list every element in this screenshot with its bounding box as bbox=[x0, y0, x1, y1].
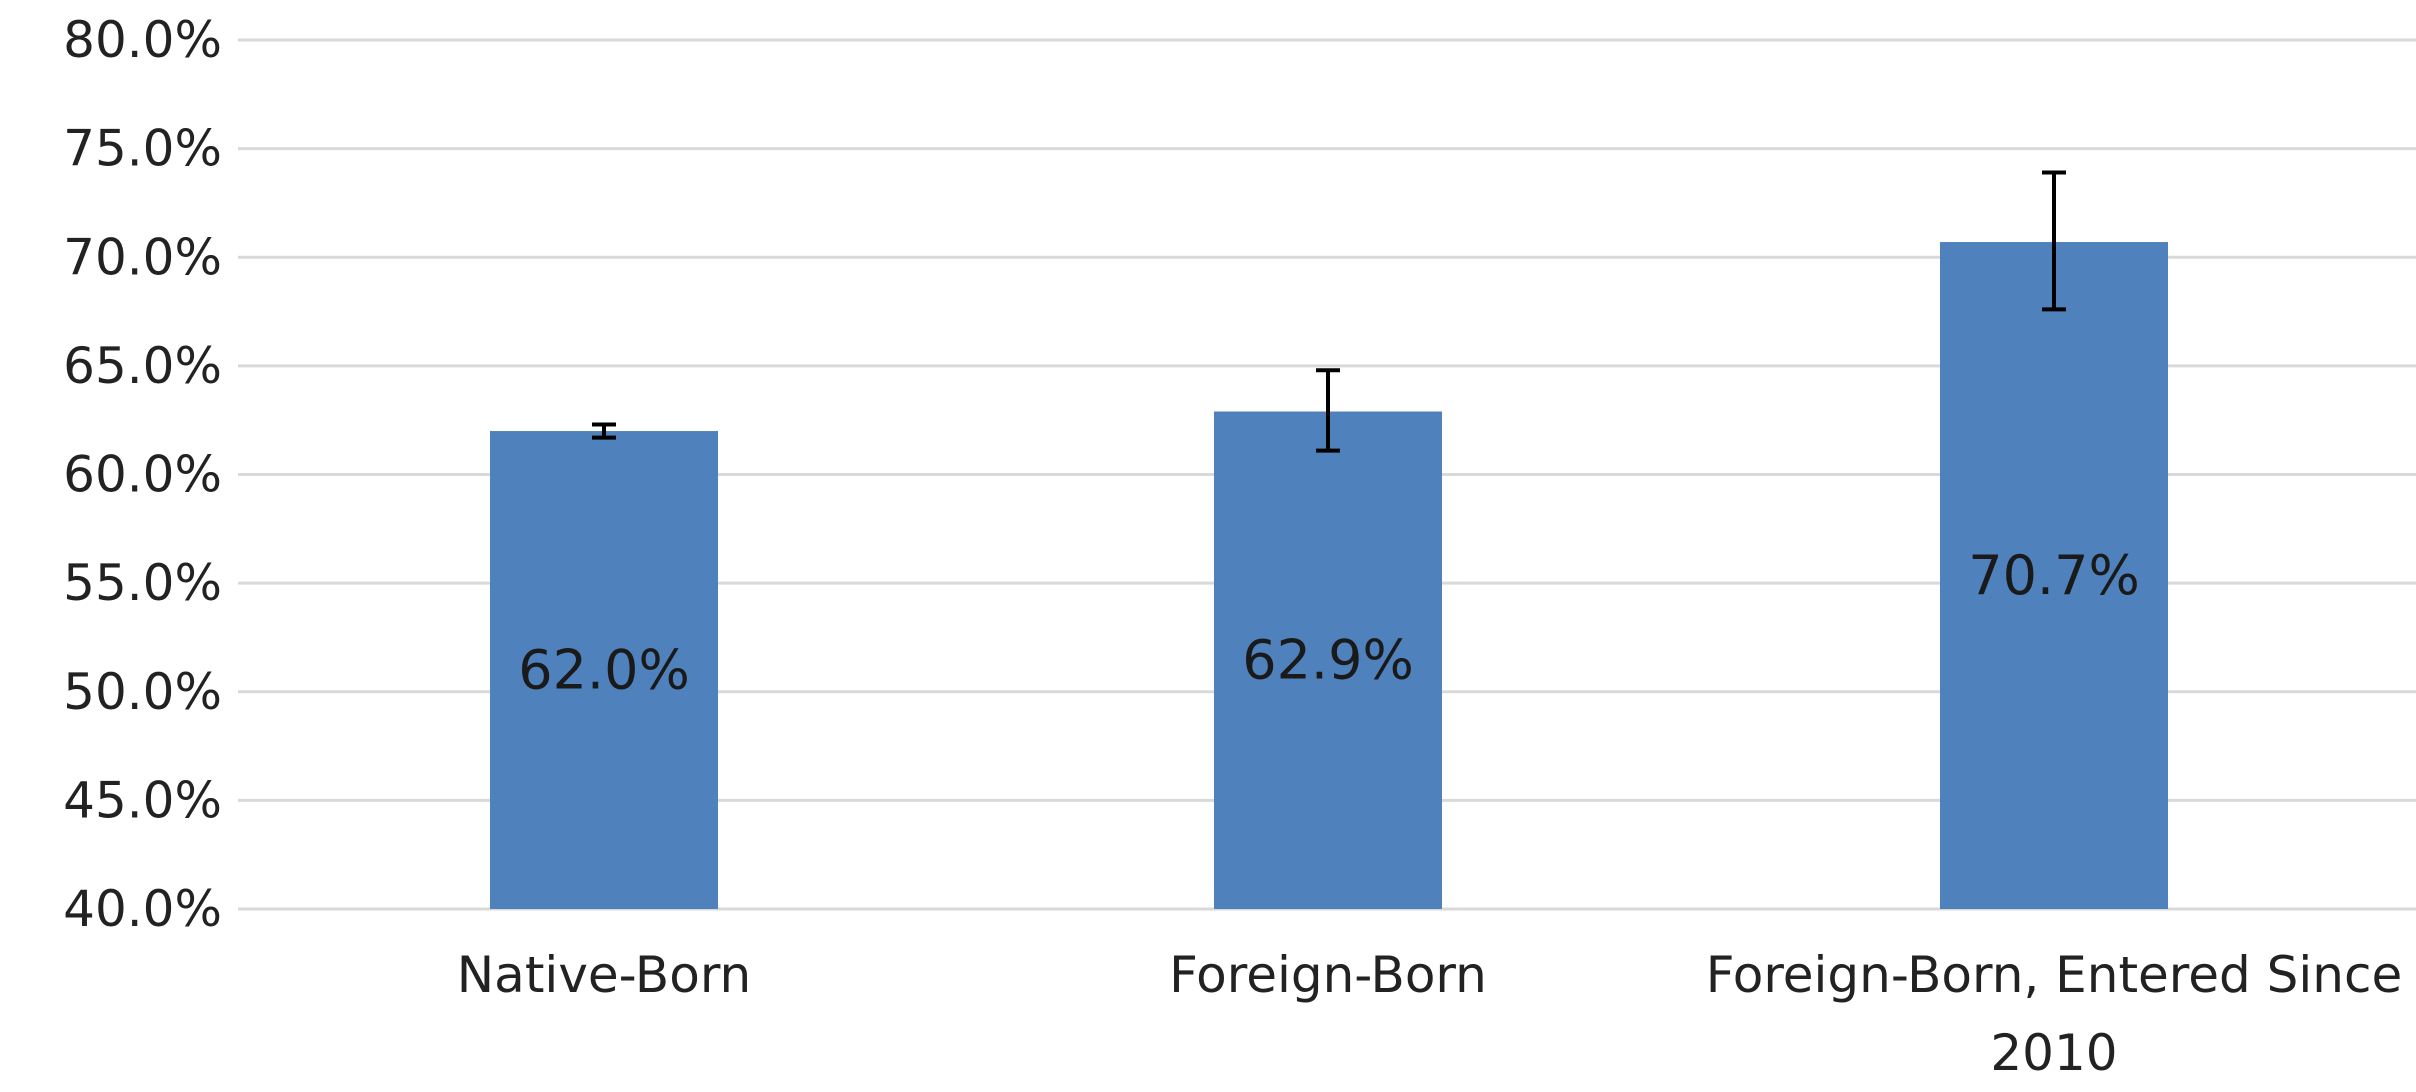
x-category-label-line: Native-Born bbox=[457, 946, 751, 1004]
x-category-label: Native-Born bbox=[457, 946, 751, 1004]
y-tick-label: 45.0% bbox=[63, 771, 222, 829]
data-labels: 62.0% 62.9% 70.7% bbox=[518, 544, 2140, 702]
error-bar bbox=[1316, 368, 1340, 453]
error-bar bbox=[2042, 170, 2066, 312]
y-tick-label: 70.0% bbox=[63, 228, 222, 286]
error-bars bbox=[592, 170, 2066, 453]
bar bbox=[1940, 242, 2168, 910]
data-label: 62.0% bbox=[518, 639, 690, 702]
x-category-label: Foreign-Born, Entered Since 2010 bbox=[1706, 946, 2402, 1082]
bar bbox=[1214, 411, 1442, 909]
y-axis-tick-labels: 40.0% 45.0% 50.0% 55.0% 60.0% 65.0% 70.0% 75.0%… bbox=[63, 11, 222, 938]
data-label: 70.7% bbox=[1968, 544, 2140, 607]
x-category-label-line: Foreign-Born, Entered Since bbox=[1706, 946, 2402, 1004]
y-tick-label: 60.0% bbox=[63, 446, 222, 504]
y-tick-label: 50.0% bbox=[63, 663, 222, 721]
y-tick-label: 65.0% bbox=[63, 337, 222, 395]
x-category-label-line: 2010 bbox=[1990, 1024, 2117, 1082]
y-tick-label: 80.0% bbox=[63, 11, 222, 69]
bars bbox=[490, 242, 2168, 910]
y-tick-label: 40.0% bbox=[63, 880, 222, 938]
bar bbox=[490, 431, 718, 909]
y-tick-label: 55.0% bbox=[63, 554, 222, 612]
x-category-label: Foreign-Born bbox=[1169, 946, 1487, 1004]
y-tick-label: 75.0% bbox=[63, 120, 222, 178]
x-category-label-line: Foreign-Born bbox=[1169, 946, 1487, 1004]
error-bar bbox=[592, 422, 616, 440]
data-label: 62.9% bbox=[1242, 629, 1414, 692]
x-axis-category-labels: Native-Born Foreign-Born Foreign-Born, Ent… bbox=[457, 946, 2402, 1082]
